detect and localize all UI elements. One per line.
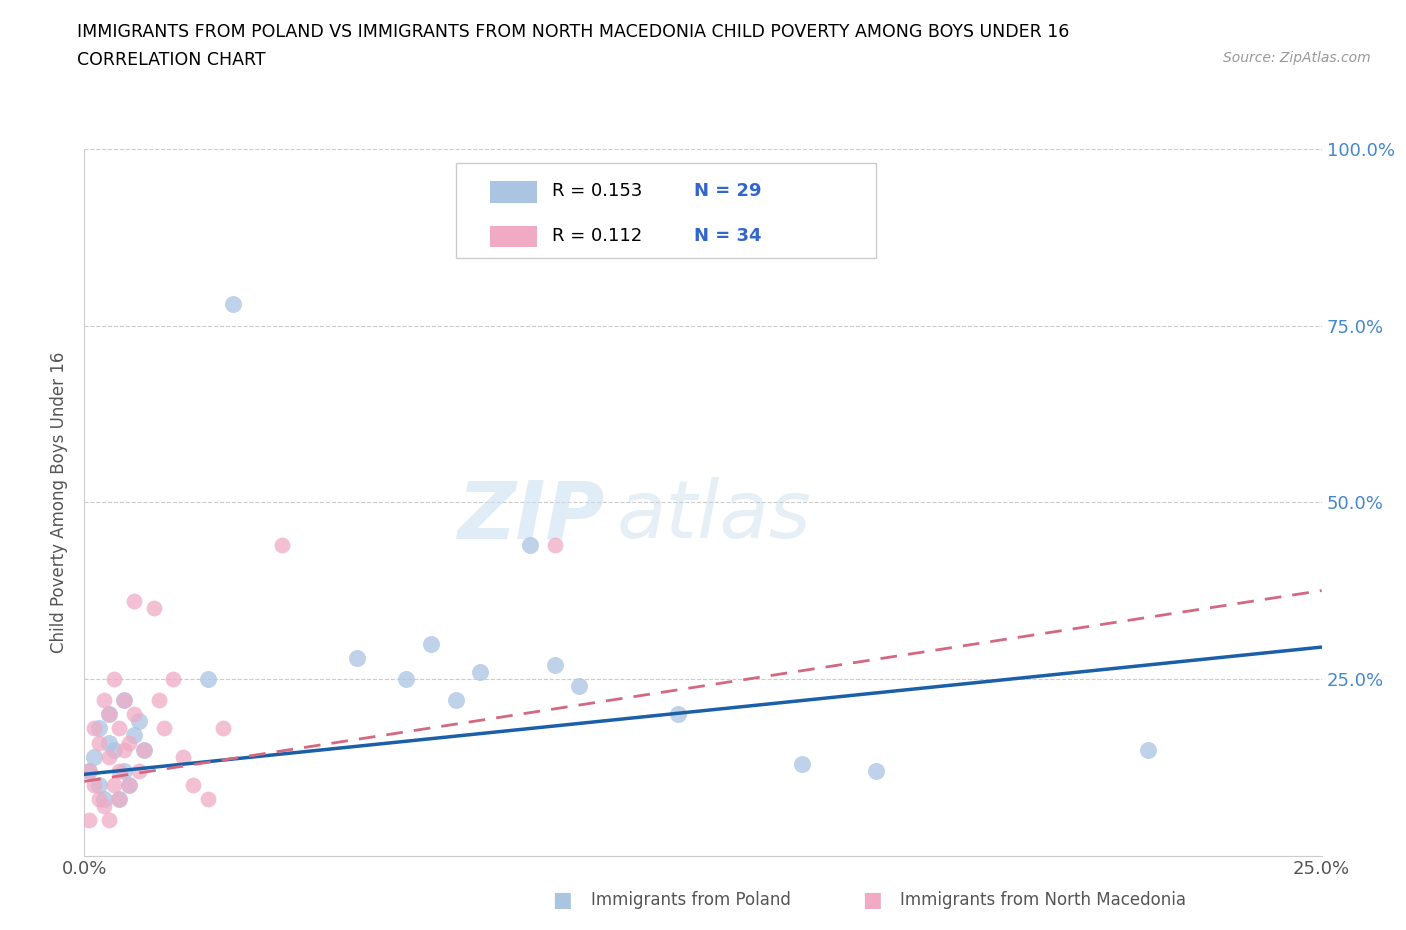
Point [118,735,141,750]
FancyBboxPatch shape [491,226,537,247]
Point [89,735,111,750]
Point [98,735,121,750]
Text: Immigrants from Poland: Immigrants from Poland [591,891,790,910]
Point [103,742,125,757]
Point [118,777,141,792]
Point [112,693,135,708]
Point [132,742,155,757]
Text: R = 0.112: R = 0.112 [553,227,643,245]
Point [212,721,235,736]
Point [98,750,121,764]
Point [108,764,131,778]
Point [112,764,135,778]
Point [122,593,145,608]
Point [118,777,141,792]
Point [128,764,150,778]
Point [108,791,131,806]
Point [79,764,101,778]
Point [142,601,165,616]
Point [79,764,101,778]
Point [122,728,145,743]
Text: N = 34: N = 34 [695,227,762,245]
Point [103,671,125,686]
Point [197,671,219,686]
Point [790,756,813,771]
Text: ■: ■ [553,890,572,910]
Text: Source: ZipAtlas.com: Source: ZipAtlas.com [1223,51,1371,65]
Point [419,636,441,651]
Point [89,791,111,806]
Point [172,750,194,764]
Point [271,538,294,552]
Point [108,791,131,806]
Point [103,777,125,792]
Point [83,777,105,792]
Point [128,714,150,729]
Point [666,707,689,722]
Y-axis label: Child Poverty Among Boys Under 16: Child Poverty Among Boys Under 16 [51,352,69,653]
Point [83,750,105,764]
Text: ■: ■ [862,890,882,910]
Text: R = 0.153: R = 0.153 [553,182,643,200]
FancyBboxPatch shape [456,163,876,259]
Text: IMMIGRANTS FROM POLAND VS IMMIGRANTS FROM NORTH MACEDONIA CHILD POVERTY AMONG BO: IMMIGRANTS FROM POLAND VS IMMIGRANTS FRO… [77,23,1070,41]
Point [222,297,245,312]
Point [395,671,418,686]
Point [89,777,111,792]
Point [444,693,467,708]
Text: ZIP: ZIP [457,477,605,555]
Point [470,664,492,679]
Point [108,721,131,736]
Point [93,693,115,708]
Text: N = 29: N = 29 [695,182,762,200]
Point [112,693,135,708]
Point [79,813,101,828]
Text: Immigrants from North Macedonia: Immigrants from North Macedonia [900,891,1185,910]
Point [346,650,368,665]
Point [98,707,121,722]
Point [152,721,174,736]
Point [181,777,204,792]
Point [98,813,121,828]
Point [543,658,565,672]
Point [83,721,105,736]
Point [148,693,170,708]
Point [197,791,219,806]
Text: CORRELATION CHART: CORRELATION CHART [77,51,266,69]
Point [98,707,121,722]
Point [132,742,155,757]
Point [162,671,184,686]
Point [89,721,111,736]
Point [519,538,541,552]
Point [93,799,115,814]
Point [122,707,145,722]
Point [93,791,115,806]
Point [568,679,591,694]
Point [543,538,565,552]
Text: atlas: atlas [616,477,811,555]
FancyBboxPatch shape [491,181,537,203]
Point [112,742,135,757]
Point [865,764,887,778]
Point [1137,742,1160,757]
